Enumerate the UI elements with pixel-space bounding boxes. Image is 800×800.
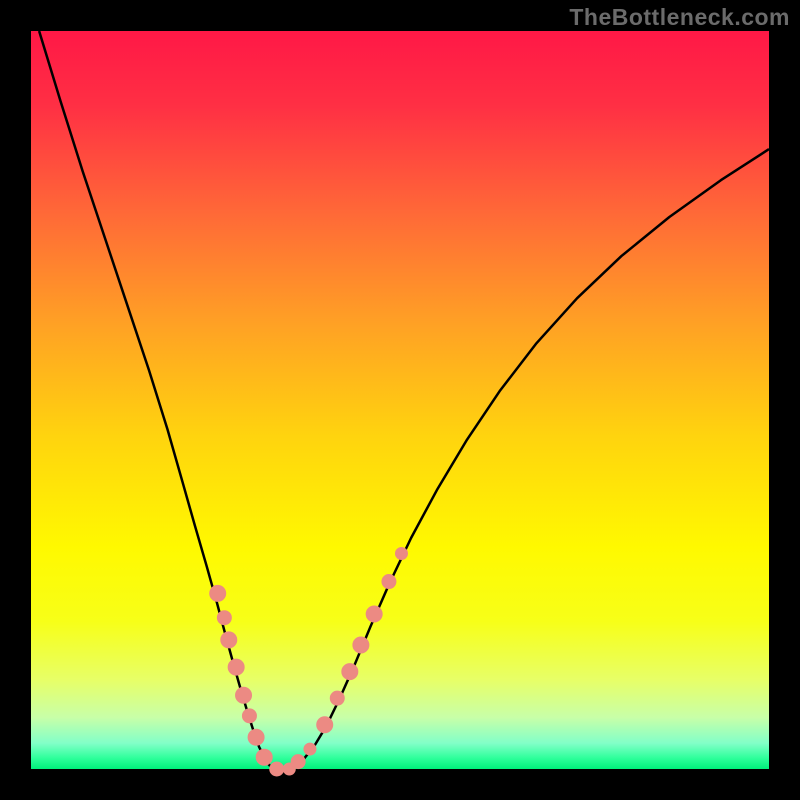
data-marker bbox=[304, 743, 316, 755]
chart-frame: TheBottleneck.com bbox=[0, 0, 800, 800]
data-marker bbox=[291, 755, 305, 769]
bottleneck-curve bbox=[39, 31, 769, 769]
data-marker bbox=[270, 762, 284, 776]
marker-group bbox=[210, 548, 408, 777]
data-marker bbox=[210, 585, 226, 601]
data-marker bbox=[382, 575, 396, 589]
data-marker bbox=[236, 687, 252, 703]
data-marker bbox=[217, 611, 231, 625]
data-marker bbox=[248, 729, 264, 745]
data-marker bbox=[366, 606, 382, 622]
data-marker bbox=[228, 659, 244, 675]
curve-layer bbox=[31, 31, 769, 769]
data-marker bbox=[317, 717, 333, 733]
data-marker bbox=[242, 709, 256, 723]
data-marker bbox=[353, 637, 369, 653]
data-marker bbox=[342, 664, 358, 680]
watermark-text: TheBottleneck.com bbox=[569, 4, 790, 31]
data-marker bbox=[256, 749, 272, 765]
data-marker bbox=[221, 632, 237, 648]
data-marker bbox=[395, 548, 407, 560]
data-marker bbox=[330, 691, 344, 705]
